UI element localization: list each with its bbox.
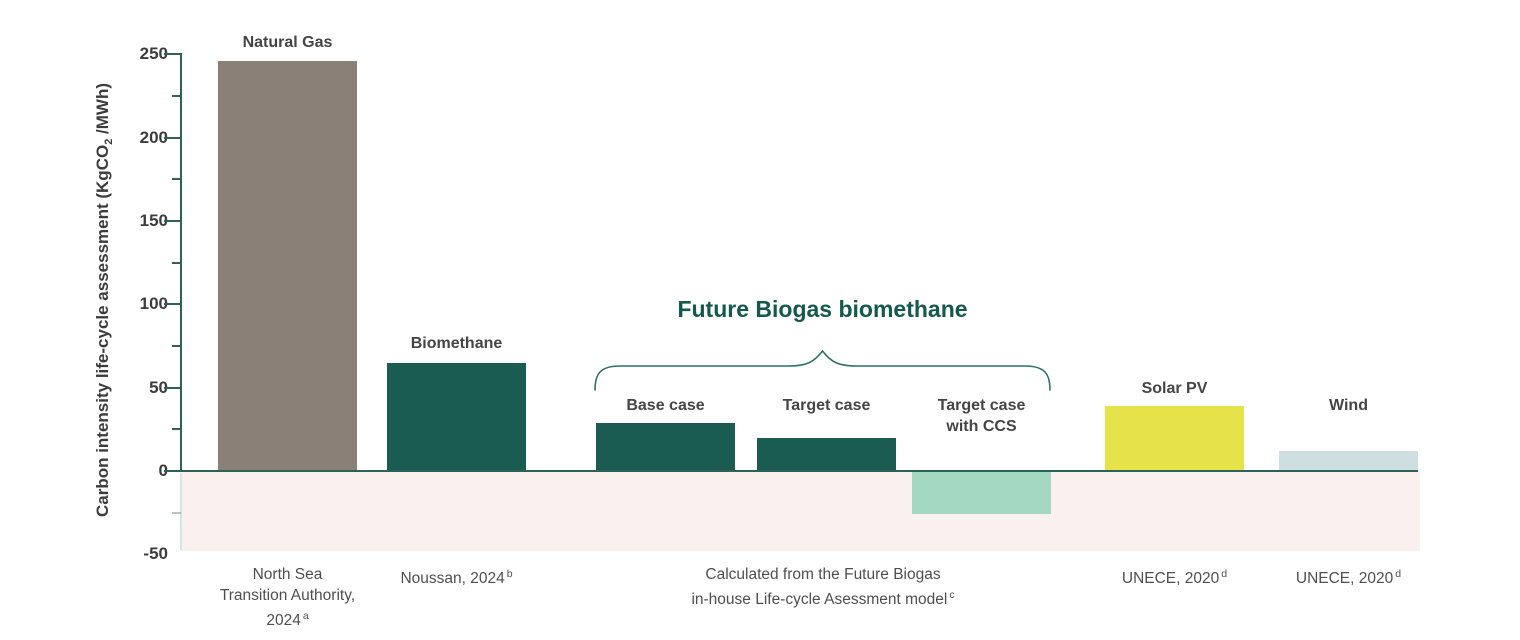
source-footnote-marker: d: [1395, 568, 1402, 580]
y-axis-title: Carbon intensity life-cycle assessment (…: [93, 83, 115, 517]
bar-label-line: Solar PV: [1141, 380, 1208, 397]
bar-label-line: Target case: [937, 397, 1026, 414]
source-label-line: Transition Authority,: [158, 585, 418, 606]
source-label-group: Calculated from the Future Biogas in-hous…: [623, 564, 1023, 610]
source-label-solar-pv: UNECE, 2020 d: [1045, 564, 1305, 589]
group-brace-icon: [594, 349, 1051, 391]
group-title: Future Biogas biomethane: [677, 296, 968, 322]
y-axis-tick-label: 100: [139, 294, 168, 314]
bar-label-line: Biomethane: [410, 335, 503, 352]
bar-label-base-case: Base case: [556, 395, 775, 416]
source-label-text: North Sea: [252, 566, 323, 583]
bar-target-case: [757, 437, 896, 471]
bar-label-target-case-with-ccs: Target case with CCS: [872, 395, 1091, 437]
source-label-line: Calculated from the Future Biogas: [623, 564, 1023, 585]
bar-wind: [1279, 450, 1418, 471]
source-label-line: UNECE, 2020 d: [1045, 564, 1305, 589]
source-footnote-marker: b: [506, 568, 513, 580]
bar-biomethane: [387, 362, 526, 471]
y-axis-tick-label: 200: [139, 127, 168, 147]
source-label-line: North Sea: [158, 564, 418, 585]
bar-target-case-with-ccs: [912, 472, 1051, 514]
y-axis-title-pre: Carbon intensity life-cycle assessment (…: [92, 144, 112, 518]
source-label-line: Noussan, 2024 b: [327, 564, 587, 589]
bar-label-line: with CCS: [946, 418, 1017, 435]
y-axis-title-subscript: 2: [103, 138, 116, 145]
bar-label-line: Natural Gas: [242, 34, 333, 51]
y-axis-tick: [164, 136, 181, 139]
y-axis-tick: [164, 219, 181, 222]
negative-value-region: [182, 472, 1420, 551]
source-label-text: 2024: [266, 612, 301, 630]
y-axis-title-post: /MWh): [92, 82, 112, 139]
source-label-line: in-house Life-cycle Asessment model c: [623, 585, 1023, 610]
bar-label-wind: Wind: [1239, 395, 1458, 416]
y-axis-tick-label: 0: [0, 461, 168, 481]
bar-natural-gas: [218, 60, 357, 471]
source-footnote-marker: c: [949, 589, 955, 601]
source-label-text: Transition Authority,: [219, 587, 356, 604]
y-axis-minor-tick: [172, 344, 181, 347]
y-axis-minor-tick: [172, 428, 181, 431]
y-axis-line: [180, 53, 182, 471]
source-label-natural-gas: North Sea Transition Authority, 2024 a: [158, 564, 418, 631]
y-axis-tick: [164, 53, 181, 56]
source-label-line: UNECE, 2020 d: [1219, 564, 1479, 589]
source-label-text: in-house Life-cycle Asessment model: [691, 591, 948, 609]
y-axis-tick: [164, 303, 181, 306]
y-axis-tick-label: 50: [149, 377, 168, 397]
bar-label-line: Target case: [782, 397, 871, 414]
bar-solar-pv: [1105, 405, 1244, 471]
zero-baseline: [164, 470, 1418, 472]
bar-label-natural-gas: Natural Gas: [178, 32, 397, 53]
source-label-line: 2024 a: [158, 606, 418, 631]
y-axis-minor-tick: [172, 511, 181, 514]
source-label-text: Noussan, 2024: [400, 570, 505, 588]
y-axis-tick-label: -50: [143, 544, 168, 564]
source-label-text: Calculated from the Future Biogas: [705, 566, 941, 583]
y-axis-minor-tick: [172, 94, 181, 97]
y-axis-minor-tick: [172, 261, 181, 264]
bar-label-line: Base case: [626, 397, 705, 414]
bar-label-line: Wind: [1329, 397, 1368, 414]
bar-label-biomethane: Biomethane: [347, 333, 566, 354]
y-axis-tick-label: 150: [139, 210, 168, 230]
source-footnote-marker: a: [302, 610, 309, 622]
source-label-biomethane: Noussan, 2024 b: [327, 564, 587, 589]
source-label-text: UNECE, 2020: [1295, 570, 1394, 588]
source-label-wind: UNECE, 2020 d: [1219, 564, 1479, 589]
source-footnote-marker: d: [1221, 568, 1228, 580]
source-label-text: UNECE, 2020: [1121, 570, 1220, 588]
y-axis-tick-label: 250: [139, 44, 168, 64]
y-axis-line-pale-extension: [180, 473, 182, 550]
y-axis-minor-tick: [172, 178, 181, 181]
y-axis-tick: [164, 386, 181, 389]
bar-base-case: [596, 422, 735, 471]
bar-label-target-case: Target case: [717, 395, 936, 416]
bar-label-solar-pv: Solar PV: [1065, 378, 1284, 399]
